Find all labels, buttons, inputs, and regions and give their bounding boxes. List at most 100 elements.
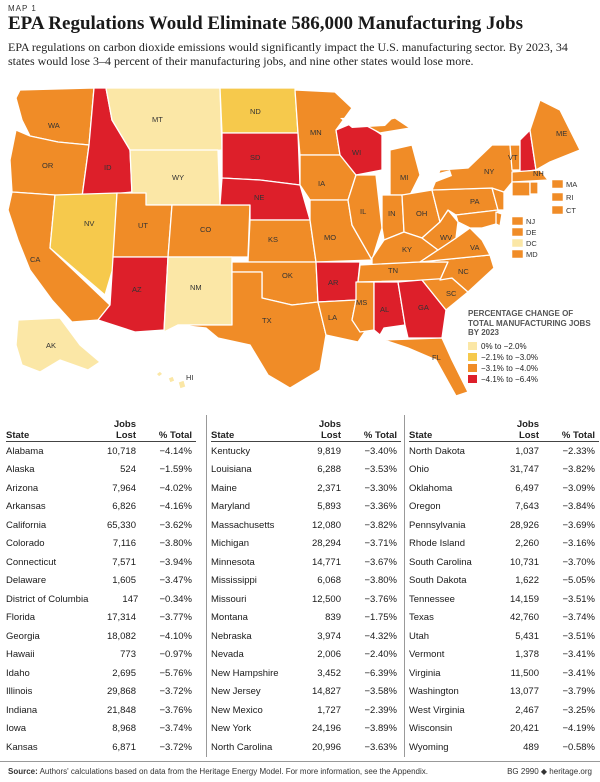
table-row: Alabama 10,718 −4.14% <box>6 442 196 461</box>
cell-jobs-lost: 5,431 <box>515 630 539 642</box>
cell-state: Maine <box>211 482 237 494</box>
cell-jobs-lost: 2,467 <box>515 704 539 716</box>
cell-pct-total: −3.41% <box>562 649 596 661</box>
cell-jobs-lost: 21,848 <box>106 704 136 716</box>
label-OH: OH <box>416 209 427 218</box>
table-row: Nebraska 3,974 −4.32% <box>211 627 401 646</box>
cell-state: Michigan <box>211 538 250 550</box>
cell-jobs-lost: 20,421 <box>509 723 539 735</box>
label-WI: WI <box>352 148 361 157</box>
label-UT: UT <box>138 221 148 230</box>
map-legend: PERCENTAGE CHANGE OF TOTAL MANUFACTURING… <box>468 309 596 385</box>
header-jobs-line2: Lost <box>115 430 136 441</box>
table-header: State Jobs Lost % Total <box>211 415 401 442</box>
cell-state: New Mexico <box>211 704 263 716</box>
cell-pct-total: −1.59% <box>159 464 193 476</box>
label-PA: PA <box>470 197 479 206</box>
cell-state: New Jersey <box>211 686 261 698</box>
cell-state: Utah <box>409 630 430 642</box>
label-MD: MD <box>526 250 538 259</box>
cell-jobs-lost: 29,868 <box>106 686 136 698</box>
table-row: West Virginia 2,467 −3.25% <box>409 701 599 720</box>
cell-state: Oregon <box>409 501 441 513</box>
table-row: New Hampshire 3,452 −6.39% <box>211 664 401 683</box>
legend-label: 0% to −2.0% <box>481 341 527 351</box>
cell-pct-total: −3.67% <box>364 556 398 568</box>
cell-jobs-lost: 7,643 <box>515 501 539 513</box>
lake-superior <box>340 116 395 128</box>
cell-state: Tennessee <box>409 593 455 605</box>
cell-jobs-lost: 10,718 <box>106 445 136 457</box>
cell-state: Ohio <box>409 464 430 476</box>
state-NY <box>431 144 515 193</box>
cell-state: Oklahoma <box>409 482 453 494</box>
cell-jobs-lost: 5,893 <box>317 501 341 513</box>
table-column: State Jobs Lost % Total North Dakota 1,037 −2.… <box>404 415 599 757</box>
state-NM <box>163 256 233 333</box>
cell-state: South Dakota <box>409 575 467 587</box>
table-column: State Jobs Lost % Total Kentucky 9,819 −3.40% L… <box>206 415 401 757</box>
cell-state: Indiana <box>6 704 38 716</box>
cell-state: South Carolina <box>409 556 472 568</box>
table-row: Iowa 8,968 −3.74% <box>6 720 196 739</box>
label-MN: MN <box>310 128 322 137</box>
header-state: State <box>409 430 433 441</box>
table-row: California 65,330 −3.62% <box>6 516 196 535</box>
label-AL: AL <box>380 305 389 314</box>
table-row: Kentucky 9,819 −3.40% <box>211 442 401 461</box>
label-NC: NC <box>458 267 469 276</box>
table-row: Hawaii 773 −0.97% <box>6 646 196 665</box>
table-row: Louisiana 6,288 −3.53% <box>211 461 401 480</box>
table-row: District of Columbia 147 −0.34% <box>6 590 196 609</box>
cell-state: Arkansas <box>6 501 46 513</box>
table-row: Wisconsin 20,421 −4.19% <box>409 720 599 739</box>
header-jobs-lost: Jobs Lost <box>487 419 539 441</box>
cell-jobs-lost: 1,605 <box>112 575 136 587</box>
callout-CT-swatch <box>551 205 564 215</box>
legend-label: −4.1% to −6.4% <box>481 374 538 384</box>
table-row: Indiana 21,848 −3.76% <box>6 701 196 720</box>
table-row: New York 24,196 −3.89% <box>211 720 401 739</box>
state-FL <box>383 337 469 397</box>
legend-entry: −2.1% to −3.0% <box>468 352 596 363</box>
cell-jobs-lost: 1,727 <box>317 704 341 716</box>
cell-state: New Hampshire <box>211 667 279 679</box>
table-header: State Jobs Lost % Total <box>409 415 599 442</box>
cell-pct-total: −3.70% <box>562 556 596 568</box>
cell-jobs-lost: 839 <box>325 612 341 624</box>
legend-swatch <box>468 364 477 372</box>
report-code: BG 2990 <box>507 767 539 776</box>
legend-swatch <box>468 375 477 383</box>
header-jobs-line1: Jobs <box>516 419 539 430</box>
cell-pct-total: −3.62% <box>159 519 193 531</box>
table-row: New Jersey 14,827 −3.58% <box>211 683 401 702</box>
table-row: Michigan 28,294 −3.71% <box>211 535 401 554</box>
cell-state: Kansas <box>6 741 38 753</box>
table-row: Montana 839 −1.75% <box>211 609 401 628</box>
cell-pct-total: −0.34% <box>159 593 193 605</box>
header-jobs-line2: Lost <box>518 430 539 441</box>
cell-jobs-lost: 11,500 <box>510 667 539 679</box>
table-row: Pennsylvania 28,926 −3.69% <box>409 516 599 535</box>
cell-state: North Carolina <box>211 741 273 753</box>
legend-label: −2.1% to −3.0% <box>481 352 538 362</box>
state-SD <box>221 132 301 186</box>
table-row: Florida 17,314 −3.77% <box>6 609 196 628</box>
cell-state: Illinois <box>6 686 33 698</box>
lake-erie <box>420 170 452 186</box>
legend-title: PERCENTAGE CHANGE OF TOTAL MANUFACTURING… <box>468 309 591 337</box>
label-WV: WV <box>440 233 452 242</box>
label-NE: NE <box>254 193 264 202</box>
label-NJ: NJ <box>526 217 535 226</box>
state-RI <box>529 181 539 195</box>
cell-pct-total: −3.40% <box>364 445 398 457</box>
legend-entry: −3.1% to −4.0% <box>468 363 596 374</box>
label-IL: IL <box>360 207 366 216</box>
cell-pct-total: −3.80% <box>364 575 398 587</box>
callout-RI-swatch <box>551 192 564 202</box>
table-row: Tennessee 14,159 −3.51% <box>409 590 599 609</box>
header-jobs-lost: Jobs Lost <box>84 419 136 441</box>
label-LA: LA <box>328 313 337 322</box>
cell-state: Louisiana <box>211 464 252 476</box>
cell-jobs-lost: 7,571 <box>112 556 136 568</box>
